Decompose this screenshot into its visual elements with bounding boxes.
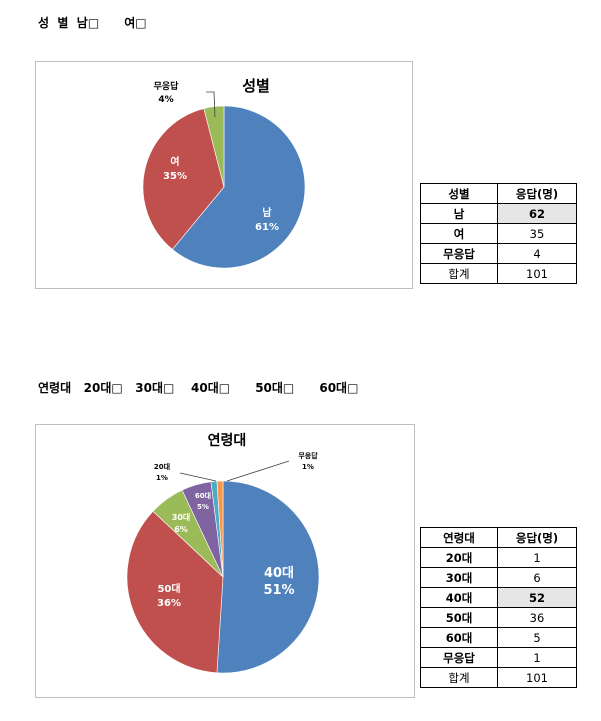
table-row: 60대 5 — [420, 627, 577, 648]
slice-pct-label: 36% — [157, 598, 181, 609]
age-pie-chart: 연령대 40대 51% 50대 36% 30대 6% 60대 5% 20대 1% 무응답 1% — [126, 433, 320, 674]
row-value: 4 — [497, 243, 577, 264]
slice-pct-label: 4% — [158, 95, 173, 105]
gender-col-responses: 응답(명) — [497, 183, 577, 204]
table-row: 20대 1 — [420, 547, 577, 568]
gender-pie-chart: 성별남 61% 여 35% 무응답 4% — [142, 77, 306, 269]
slice-label: 60대 — [195, 491, 211, 500]
row-label: 50대 — [420, 607, 498, 628]
age-chart-frame: 연령대 40대 51% 50대 36% 30대 6% 60대 5% 20대 1% 무응답 1% — [35, 424, 415, 698]
row-label: 합계 — [420, 667, 498, 688]
pie-slice — [203, 105, 225, 188]
leader-line — [206, 91, 216, 118]
gender-table-header: 성별 응답(명) — [420, 183, 577, 204]
slice-label: 30대 — [172, 512, 191, 522]
row-label: 무응답 — [420, 243, 498, 264]
table-row: 여 35 — [420, 223, 577, 244]
slice-label: 40대 — [264, 566, 294, 581]
table-row: 합계 101 — [420, 263, 577, 284]
slice-pct-label: 1% — [156, 474, 168, 482]
leader-line — [226, 460, 290, 482]
age-col-responses: 응답(명) — [497, 527, 577, 548]
slice-pct-label: 5% — [197, 503, 209, 511]
chart-title: 성별 — [242, 77, 270, 95]
age-question: 연령대 20대□ 30대□ 40대□ 50대□ 60대□ — [38, 381, 359, 395]
slice-pct-label: 6% — [174, 525, 188, 534]
table-row: 30대 6 — [420, 567, 577, 588]
row-value: 6 — [497, 567, 577, 588]
table-row: 40대 52 — [420, 587, 577, 608]
row-value: 36 — [497, 607, 577, 628]
slice-pct-label: 61% — [255, 222, 279, 233]
slice-label: 무응답 — [154, 80, 180, 92]
row-value: 1 — [497, 647, 577, 668]
pie-slice — [142, 108, 225, 250]
pie-slice — [126, 510, 224, 674]
pie-slice — [216, 480, 224, 578]
slice-pct-label: 51% — [263, 583, 294, 598]
age-table: 연령대 응답(명) 20대 1 30대 6 40대 52 50대 36 60대 … — [420, 527, 577, 688]
row-label: 무응답 — [420, 647, 498, 668]
leader-line — [179, 472, 217, 482]
row-label: 30대 — [420, 567, 498, 588]
gender-col-label: 성별 — [420, 183, 498, 204]
chart-title: 연령대 — [208, 433, 247, 449]
pie-slice — [216, 480, 320, 674]
row-value: 62 — [497, 203, 577, 224]
row-label: 합계 — [420, 263, 498, 284]
age-col-label: 연령대 — [420, 527, 498, 548]
row-value: 101 — [497, 263, 577, 284]
table-row: 합계 101 — [420, 667, 577, 688]
row-value: 52 — [497, 587, 577, 608]
row-label: 20대 — [420, 547, 498, 568]
row-value: 101 — [497, 667, 577, 688]
slice-label: 무응답 — [298, 451, 318, 460]
row-value: 5 — [497, 627, 577, 648]
slice-label: 여 — [170, 155, 179, 168]
age-table-header: 연령대 응답(명) — [420, 527, 577, 548]
row-label: 남 — [420, 203, 498, 224]
slice-pct-label: 1% — [302, 463, 314, 471]
table-row: 남 62 — [420, 203, 577, 224]
row-label: 여 — [420, 223, 498, 244]
row-value: 1 — [497, 547, 577, 568]
table-row: 무응답 1 — [420, 647, 577, 668]
pie-slice — [171, 105, 306, 269]
table-row: 무응답 4 — [420, 243, 577, 264]
gender-table: 성별 응답(명) 남 62 여 35 무응답 4 합계 101 — [420, 183, 577, 284]
gender-question: 성 별 남□ 여□ — [38, 16, 147, 30]
row-label: 60대 — [420, 627, 498, 648]
slice-label: 남 — [262, 206, 272, 219]
slice-label: 50대 — [157, 582, 180, 595]
row-value: 35 — [497, 223, 577, 244]
table-row: 50대 36 — [420, 607, 577, 628]
slice-pct-label: 35% — [163, 171, 187, 182]
row-label: 40대 — [420, 587, 498, 608]
slice-label: 20대 — [154, 462, 170, 471]
